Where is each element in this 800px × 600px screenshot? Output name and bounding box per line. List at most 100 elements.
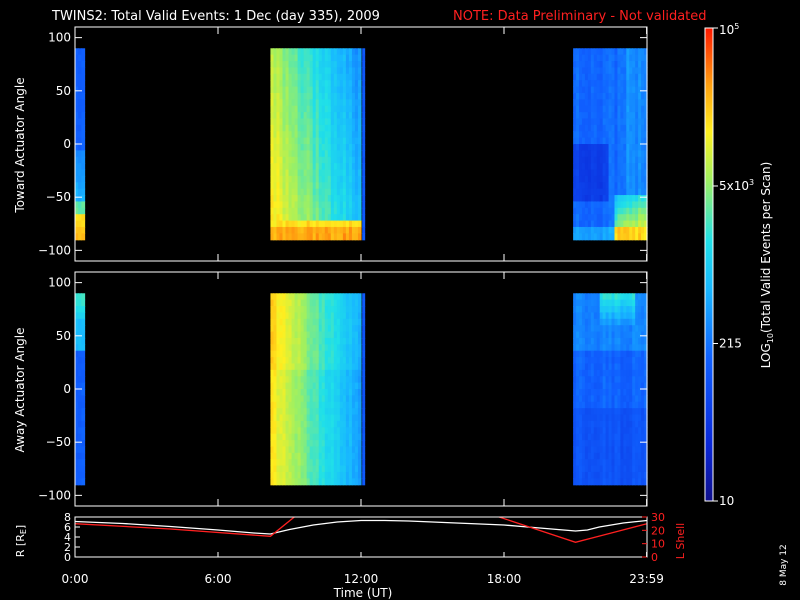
heat-cell [573, 48, 577, 56]
heat-cell [330, 182, 335, 190]
heat-cell [635, 86, 639, 94]
heat-cell [285, 105, 290, 113]
heat-cell [81, 471, 86, 479]
heat-cell [342, 459, 347, 467]
heat-cell [324, 105, 329, 113]
heat-cell [294, 92, 299, 100]
heat-cell [279, 325, 284, 333]
heat-cell [282, 465, 287, 473]
heat-cell [78, 478, 82, 486]
heat-cell [282, 337, 287, 345]
heat-cell [362, 61, 366, 69]
heat-cell [632, 478, 636, 486]
heat-cell [279, 318, 284, 326]
heat-cell [270, 318, 275, 326]
heat-cell [579, 144, 583, 151]
heat-cell [300, 105, 305, 113]
heat-cell [270, 414, 275, 422]
heat-cell [581, 420, 586, 428]
heat-cell [327, 182, 332, 190]
heat-cell [315, 350, 320, 358]
ytick-label: 50 [56, 329, 71, 343]
heat-cell [348, 169, 353, 177]
heat-cell [81, 54, 86, 62]
heat-cell [327, 169, 332, 177]
heat-cell [602, 325, 607, 333]
heat-cell [75, 433, 79, 441]
heat-cell [276, 337, 281, 345]
heat-cell [581, 220, 586, 228]
heat-cell [81, 408, 86, 416]
heat-cell [629, 357, 633, 365]
heat-cell [327, 48, 332, 56]
heat-cell [333, 382, 338, 390]
heat-cell [620, 299, 624, 307]
heat-cell [291, 363, 296, 371]
heat-cell [605, 389, 610, 396]
heat-cell [620, 124, 624, 132]
heat-cell [357, 427, 362, 435]
heat-cell [279, 188, 284, 196]
heat-cell [573, 433, 577, 441]
heat-cell [644, 337, 648, 345]
heat-cell [357, 293, 362, 301]
heat-cell [596, 226, 601, 234]
heat-cell [318, 207, 323, 215]
heat-cell [348, 395, 353, 403]
heat-cell [581, 54, 586, 62]
heat-cell [321, 312, 326, 320]
heat-cell [81, 195, 86, 203]
heat-cell [596, 471, 601, 479]
heat-cell [587, 331, 592, 339]
heat-cell [573, 350, 577, 358]
heat-cell [581, 440, 586, 448]
heat-cell [632, 144, 636, 151]
heat-cell [641, 156, 645, 164]
heat-cell [605, 54, 610, 62]
heat-cell [303, 105, 308, 113]
heat-cell [336, 440, 341, 448]
heat-cell [605, 318, 610, 326]
heat-cell [297, 233, 302, 241]
heat-cell [318, 61, 323, 69]
heat-cell [273, 420, 278, 428]
heat-cell [285, 150, 290, 158]
heat-cell [354, 226, 359, 234]
heat-cell [273, 201, 278, 209]
heat-cell [75, 459, 79, 467]
heat-cell [584, 118, 589, 126]
heat-cell [327, 306, 332, 314]
heat-cell [354, 214, 359, 222]
heat-cell [614, 350, 619, 358]
heat-cell [78, 440, 82, 448]
heat-cell [626, 312, 630, 320]
heat-cell [330, 401, 335, 409]
heat-cell [602, 401, 607, 409]
heat-cell [285, 459, 290, 467]
heat-cell [632, 169, 636, 177]
heat-cell [348, 67, 353, 75]
heat-cell [351, 350, 356, 358]
heat-cell [339, 331, 344, 339]
heat-cell [579, 207, 583, 215]
heat-cell [348, 131, 353, 139]
heat-cell [617, 112, 622, 120]
heat-cell [327, 331, 332, 339]
heat-cell [632, 54, 636, 62]
heat-cell [336, 299, 341, 307]
heat-cell [327, 137, 332, 145]
heat-cell [276, 325, 281, 333]
heat-cell [590, 80, 595, 88]
heat-cell [576, 325, 580, 333]
heat-cell [611, 233, 616, 241]
heat-cell [596, 156, 601, 164]
heat-cell [362, 446, 366, 454]
heat-cell [303, 131, 308, 139]
heat-cell [312, 195, 317, 203]
heat-cell [294, 465, 299, 473]
heat-cell [297, 401, 302, 409]
heat-cell [291, 350, 296, 358]
heat-cell [324, 73, 329, 81]
heat-cell [579, 433, 583, 441]
